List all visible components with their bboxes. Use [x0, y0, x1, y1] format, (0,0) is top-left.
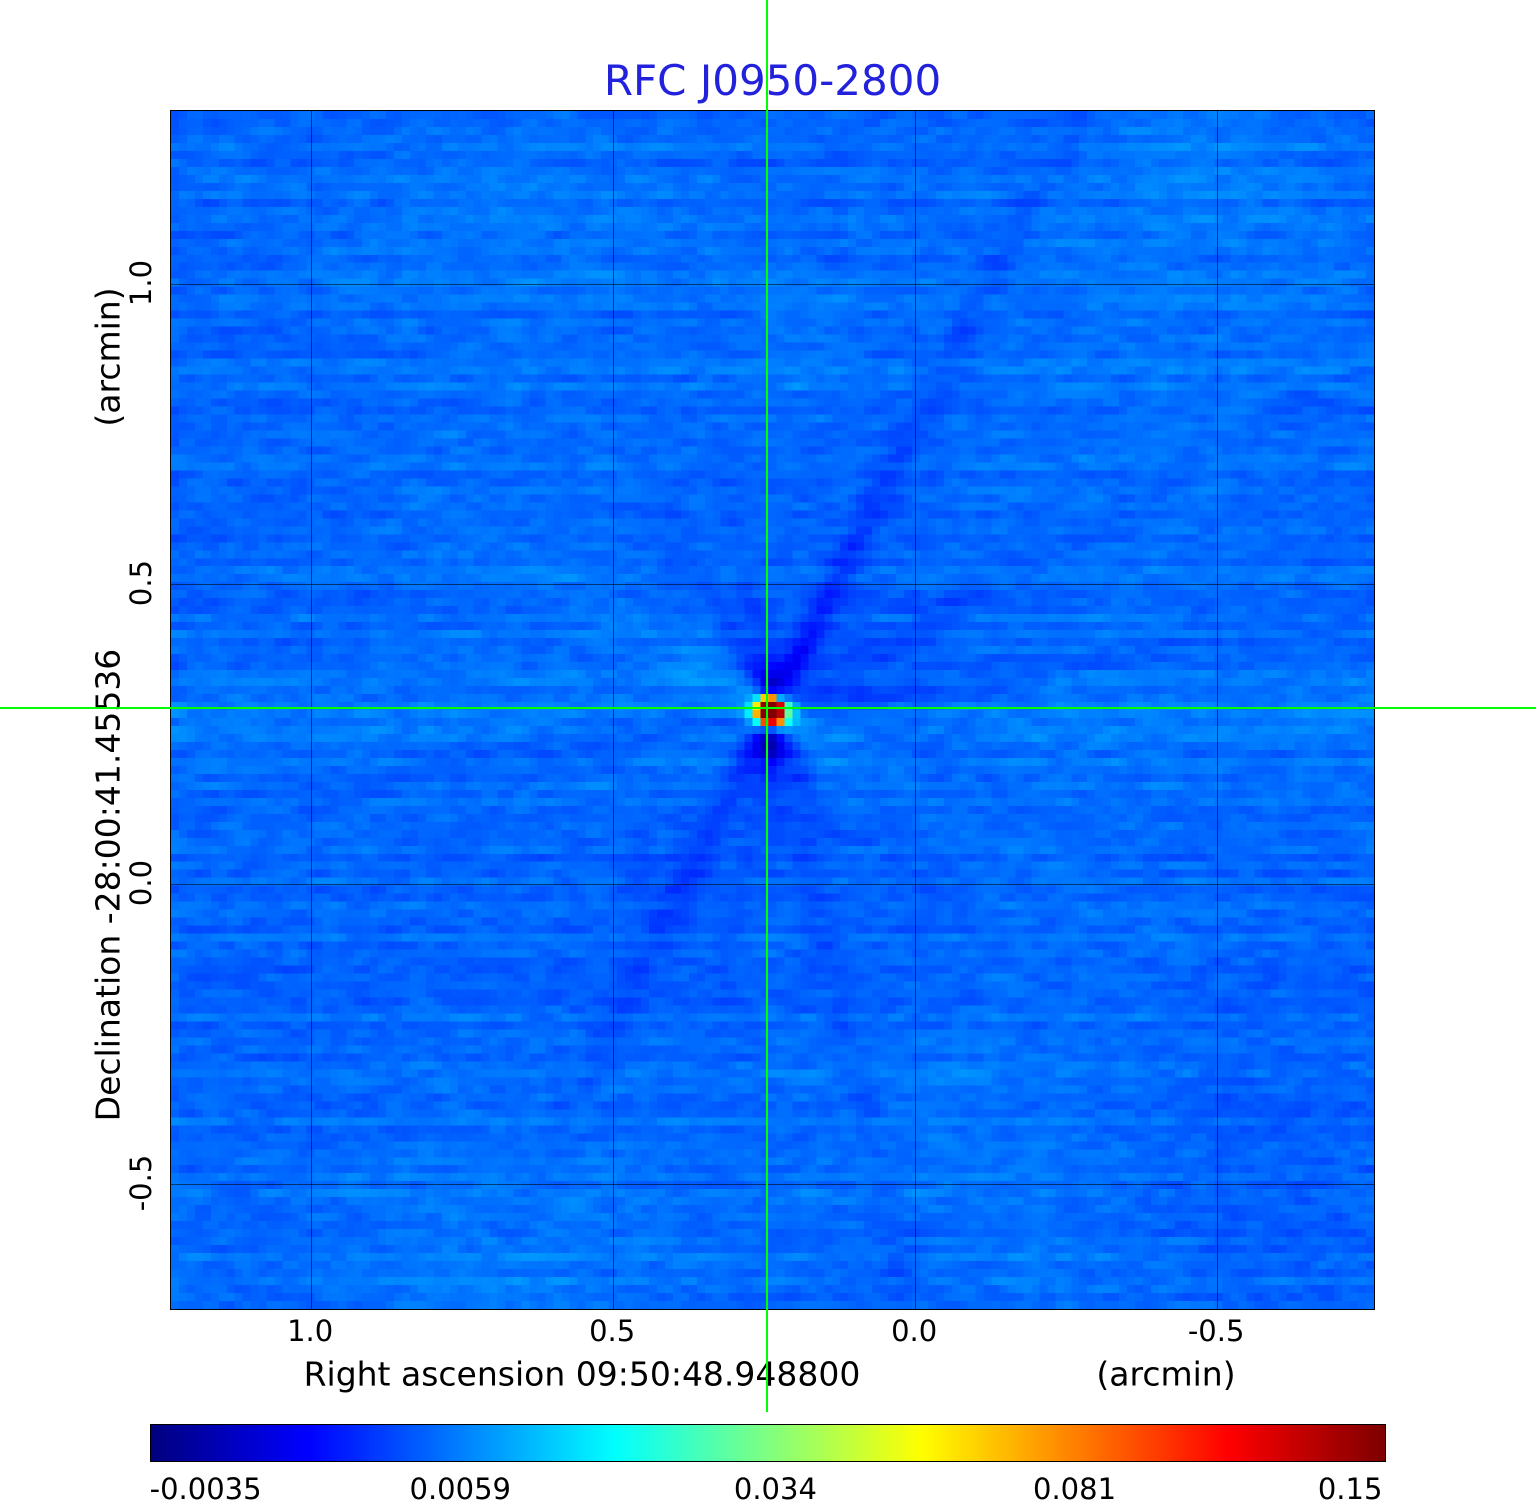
- colorbar-tick-label: 0.0059: [409, 1472, 511, 1506]
- grid-line-x: [915, 111, 917, 1309]
- y-tick-label: 1.0: [124, 259, 158, 306]
- grid-line-y: [171, 883, 1374, 885]
- crosshair-vertical: [766, 0, 769, 1412]
- grid-line-y: [171, 583, 1374, 585]
- plot-frame: [170, 110, 1375, 1310]
- grid-line-x: [1217, 111, 1219, 1309]
- plot-title: RFC J0950-2800: [603, 56, 942, 105]
- x-tick-label: -0.5: [1187, 1314, 1245, 1348]
- x-tick-label: 1.0: [287, 1314, 334, 1348]
- y-tick-label: 0.0: [124, 859, 158, 906]
- colorbar-tick-label: 0.034: [733, 1472, 817, 1506]
- y-axis-unit: (arcmin): [88, 287, 128, 427]
- colorbar-tick-label: 0.15: [1317, 1472, 1383, 1506]
- x-axis-label: Right ascension 09:50:48.948800: [303, 1354, 861, 1394]
- x-axis-unit: (arcmin): [1096, 1354, 1236, 1394]
- x-tick-label: 0.0: [891, 1314, 938, 1348]
- y-tick-label: -0.5: [124, 1154, 158, 1212]
- y-tick-label: 0.5: [124, 559, 158, 606]
- colorbar-gradient: [151, 1425, 1385, 1461]
- grid-line-y: [171, 1183, 1374, 1185]
- x-tick-label: 0.5: [589, 1314, 636, 1348]
- grid-line-x: [613, 111, 615, 1309]
- grid-line-y: [171, 283, 1374, 285]
- y-axis-label: Declination -28:00:41.45536: [88, 648, 128, 1122]
- grid-line-x: [311, 111, 313, 1309]
- colorbar-tick-label: -0.0035: [149, 1472, 262, 1506]
- colorbar: [150, 1424, 1386, 1462]
- colorbar-tick-label: 0.081: [1033, 1472, 1117, 1506]
- sky-image: [171, 111, 1374, 1309]
